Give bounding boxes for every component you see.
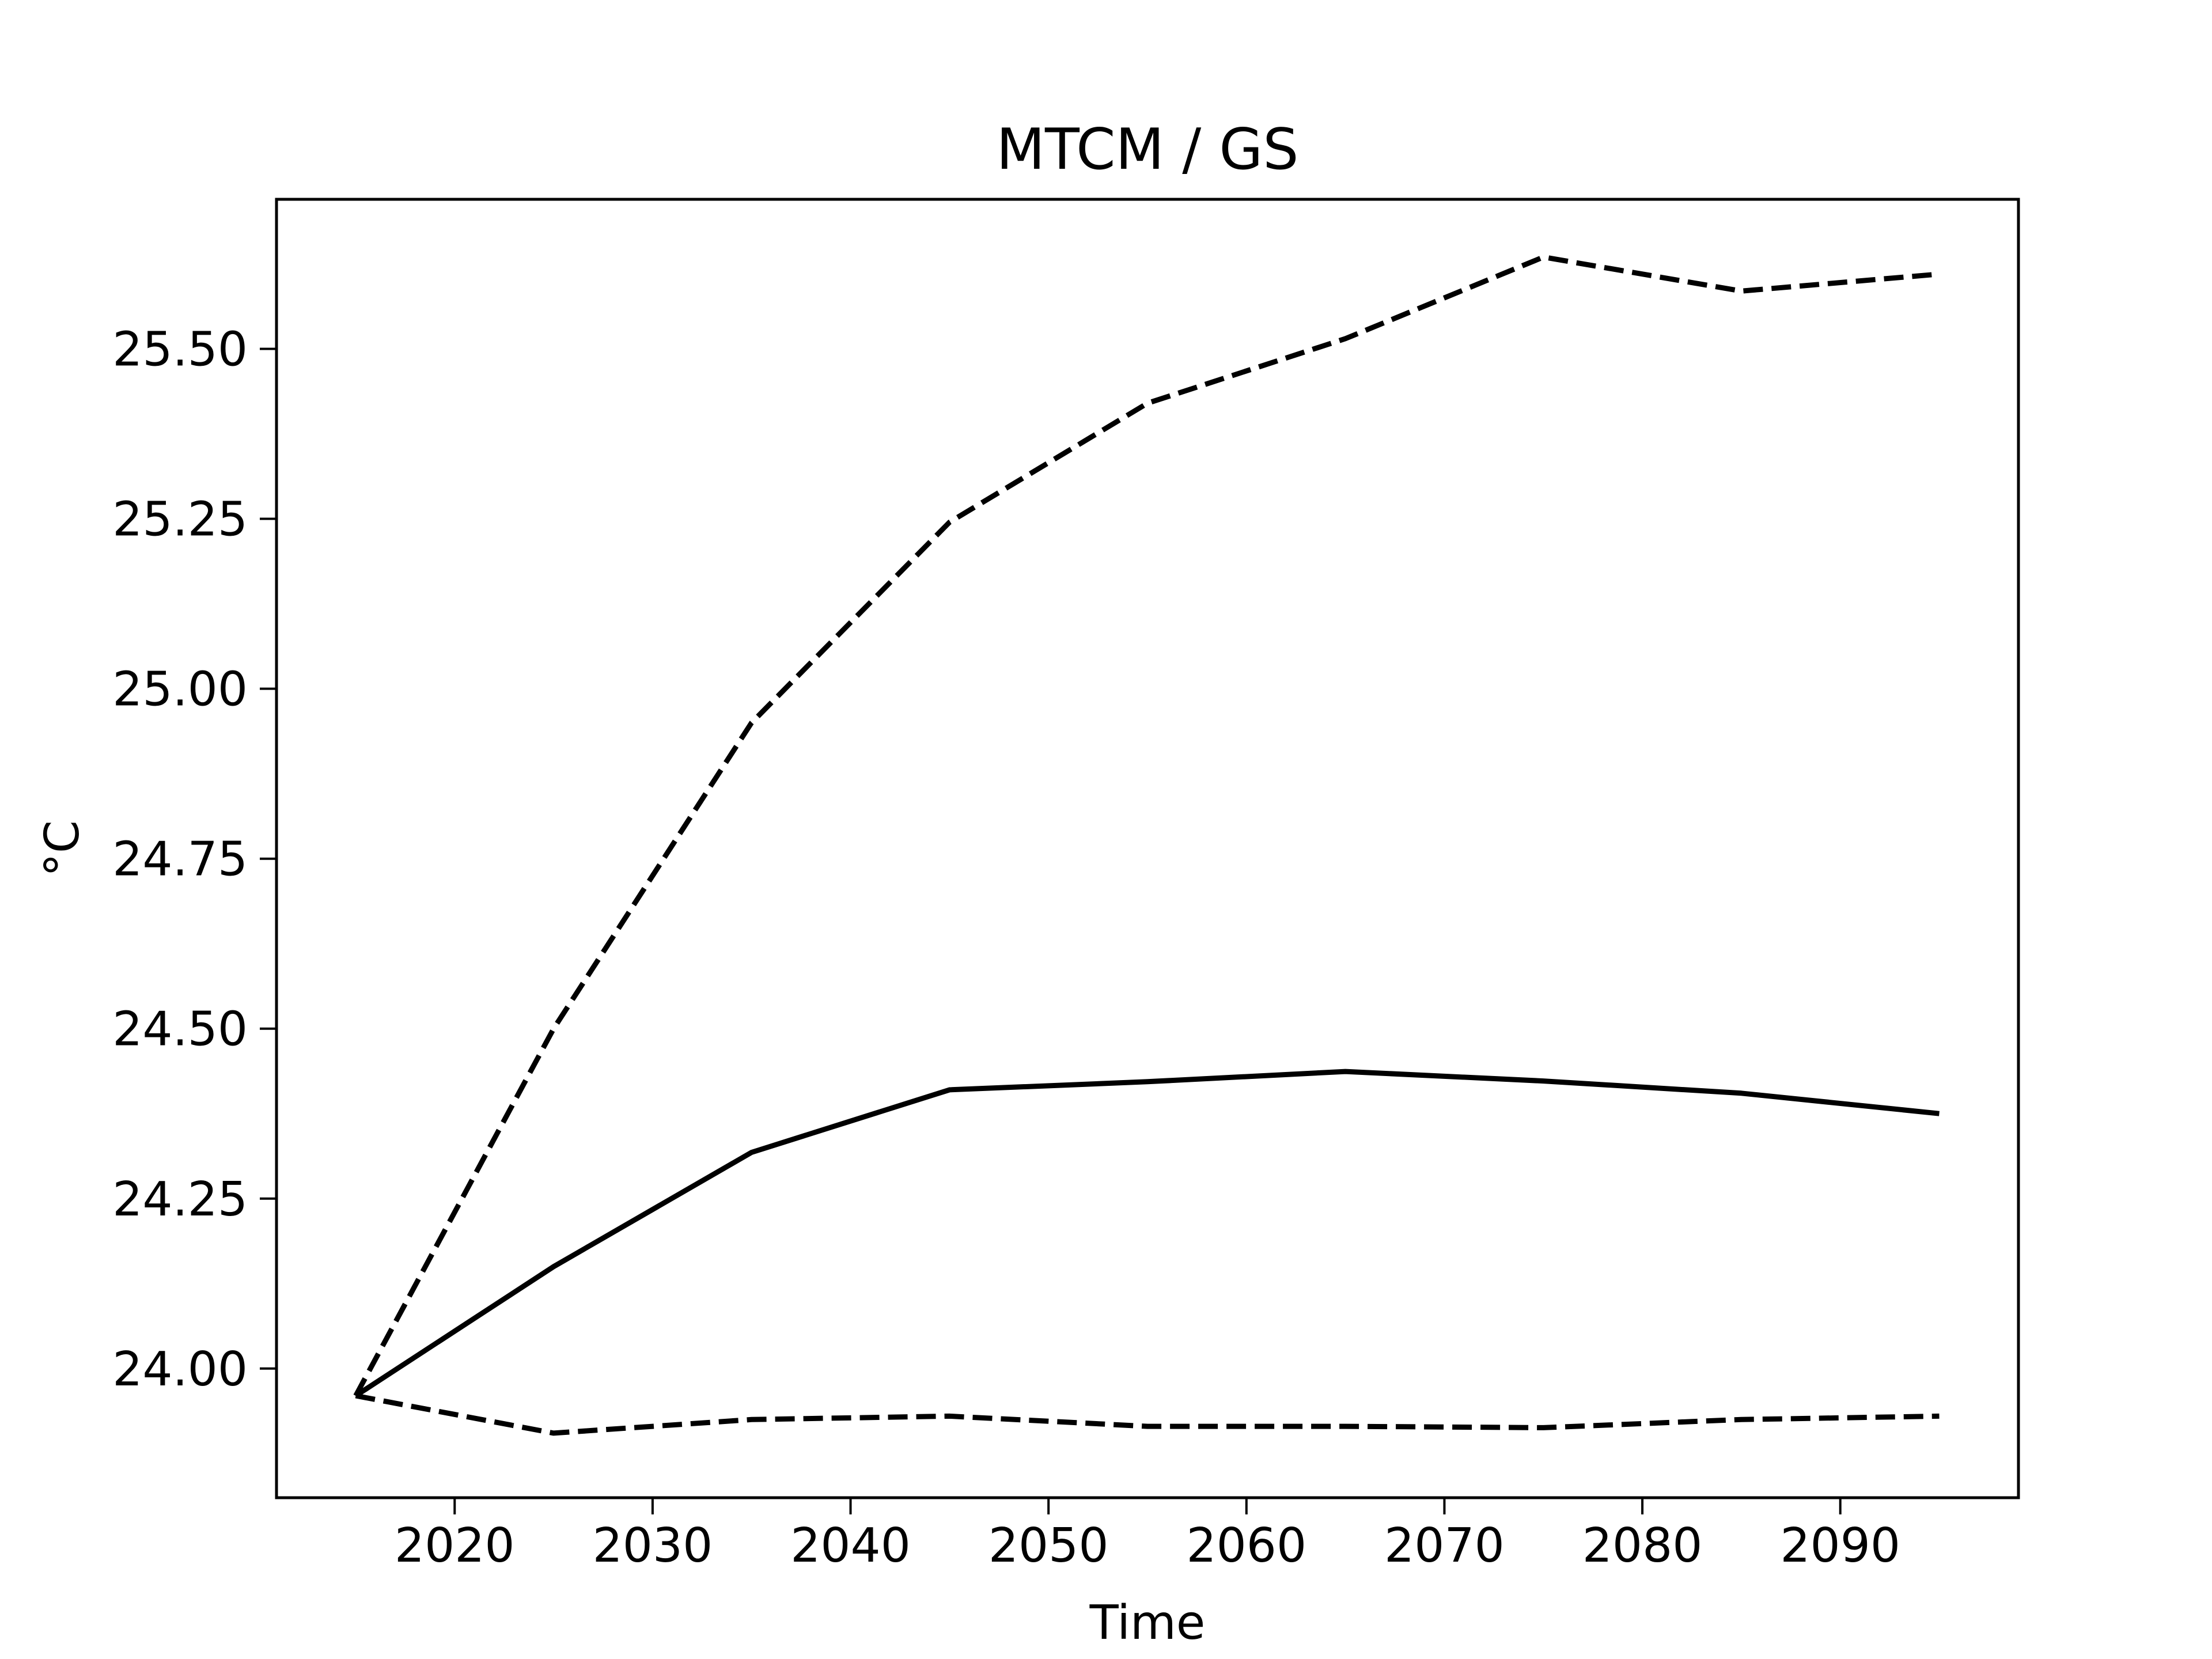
dashed-series-line-0 — [353, 254, 1940, 1397]
y-axis: 24.00 24.25 24.50 24.75 25.00 25.25 25.50 — [112, 323, 276, 1397]
x-tick-label: 2090 — [1780, 1518, 1900, 1573]
x-tick-label: 2020 — [395, 1518, 515, 1573]
y-tick-label: 25.00 — [112, 662, 248, 717]
x-tick-label: 2040 — [790, 1518, 911, 1573]
solid-series-line-1 — [354, 1069, 1940, 1398]
plot-frame — [275, 198, 2020, 1499]
y-tick-label: 24.50 — [112, 1002, 248, 1057]
y-tick-label: 25.25 — [112, 493, 248, 547]
x-tick-label: 2030 — [593, 1518, 713, 1573]
chart-title: MTCM / GS — [996, 117, 1298, 183]
x-axis-label: Time — [1089, 1596, 1206, 1650]
plot-area — [353, 254, 1940, 1436]
dashed-series-line-2 — [355, 1393, 1940, 1436]
y-tick-label: 24.75 — [112, 832, 248, 887]
x-tick-label: 2070 — [1384, 1518, 1505, 1573]
y-tick-label: 25.50 — [112, 323, 248, 377]
x-tick-label: 2080 — [1582, 1518, 1703, 1573]
x-tick-label: 2050 — [988, 1518, 1109, 1573]
y-tick-label: 24.25 — [112, 1172, 248, 1227]
x-tick-label: 2060 — [1186, 1518, 1306, 1573]
x-axis: 2020 2030 2040 2050 2060 2070 2080 2090 — [395, 1498, 1900, 1573]
y-axis-label: °C — [35, 820, 90, 877]
y-tick-label: 24.00 — [112, 1342, 248, 1397]
